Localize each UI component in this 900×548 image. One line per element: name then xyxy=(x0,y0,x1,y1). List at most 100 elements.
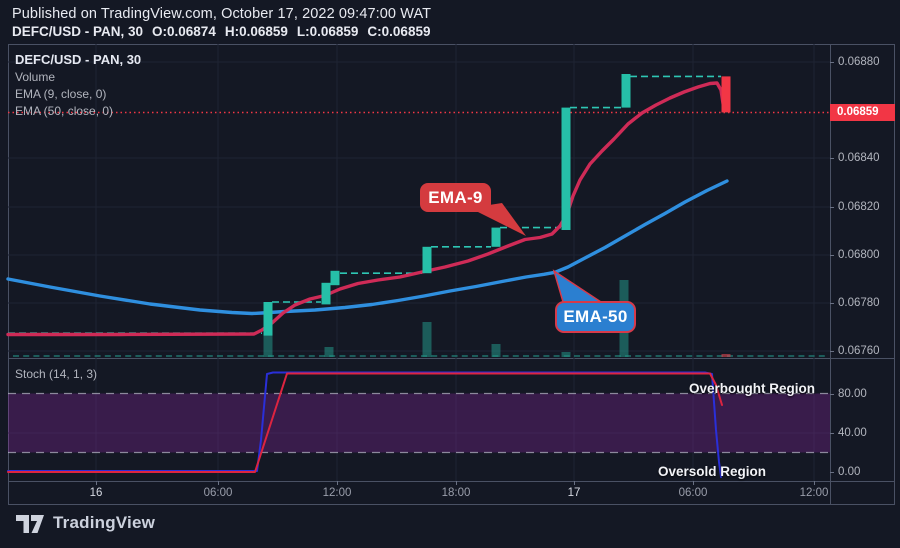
volume-tick xyxy=(186,355,193,357)
candle xyxy=(491,227,501,247)
legend-symbol-title: DEFC/USD - PAN, 30 xyxy=(15,52,142,67)
ohlc-part: O:0.06874 xyxy=(152,24,216,39)
candle xyxy=(321,282,331,305)
volume-tick xyxy=(135,355,142,357)
last-price-label: 0.06859 xyxy=(830,103,895,121)
price-tick-mark xyxy=(830,303,834,304)
volume-tick xyxy=(237,355,244,357)
time-tick-label: 12:00 xyxy=(799,487,829,499)
volume-tick xyxy=(400,355,407,357)
volume-tick xyxy=(502,355,509,357)
volume-tick xyxy=(247,355,254,357)
ema9-line xyxy=(6,81,726,337)
overbought-region-label: Overbought Region xyxy=(689,381,815,396)
volume-tick xyxy=(808,355,815,357)
candle xyxy=(422,246,432,274)
stoch-indicator-label: Stoch (14, 1, 3) xyxy=(15,367,98,381)
volume-tick xyxy=(206,355,213,357)
volume-tick xyxy=(380,355,387,357)
volume-tick xyxy=(533,355,540,357)
ohlc-part: L:0.06859 xyxy=(296,24,359,39)
ohlc-part: C:0.06859 xyxy=(367,24,431,39)
time-tick-label: 17 xyxy=(567,487,581,499)
volume-tick xyxy=(553,355,560,357)
stoch-tick-label: 0.00 xyxy=(838,466,861,478)
price-tick-mark xyxy=(830,62,834,63)
symbol-ohlc-line: DEFC/USD - PAN, 30 O:0.06874 H:0.06859 L:0.… xyxy=(12,24,430,39)
volume-tick xyxy=(104,355,111,357)
volume-tick xyxy=(584,355,591,357)
volume-tick xyxy=(737,355,744,357)
volume-tick xyxy=(665,355,672,357)
volume-tick xyxy=(278,355,285,357)
price-tick-mark xyxy=(830,207,834,208)
legend-ema50: EMA (50, close, 0) xyxy=(15,104,114,118)
stoch-band xyxy=(8,393,830,453)
volume-tick xyxy=(288,355,295,357)
volume-tick xyxy=(74,355,81,357)
chart-border-right xyxy=(894,44,895,505)
volume-tick xyxy=(145,355,152,357)
volume-tick xyxy=(257,355,264,357)
volume-tick xyxy=(43,355,50,357)
volume-tick xyxy=(115,355,121,357)
volume-tick xyxy=(543,355,550,357)
stoch-tick-label: 80.00 xyxy=(838,388,867,400)
volume-tick xyxy=(472,355,478,357)
volume-tick xyxy=(696,355,703,357)
time-tick-mark xyxy=(96,481,97,485)
chart-border-top xyxy=(8,44,895,45)
pane-divider-time-axis xyxy=(8,481,894,482)
volume-tick xyxy=(594,355,601,357)
volume-tick xyxy=(166,355,172,357)
volume-tick xyxy=(298,355,305,357)
chart-border-left xyxy=(8,44,9,505)
volume-tick xyxy=(64,355,70,357)
stoch-tick-label: 40.00 xyxy=(838,427,867,439)
stoch-d-line xyxy=(7,372,723,473)
volume-tick xyxy=(574,355,580,357)
volume-tick xyxy=(512,355,519,357)
price-tick-label: 0.06760 xyxy=(838,345,880,357)
candle xyxy=(621,74,631,108)
stoch-tick-mark xyxy=(830,394,834,395)
volume-bar xyxy=(561,352,571,357)
price-axis-separator[interactable] xyxy=(830,44,831,505)
volume-bar xyxy=(422,322,432,357)
volume-tick xyxy=(655,355,662,357)
volume-tick xyxy=(53,355,60,357)
volume-tick xyxy=(614,355,621,357)
volume-tick xyxy=(370,355,376,357)
volume-tick xyxy=(451,355,458,357)
volume-tick xyxy=(13,355,19,357)
volume-tick xyxy=(604,355,611,357)
volume-bar xyxy=(263,333,273,357)
time-tick-label: 12:00 xyxy=(322,487,352,499)
volume-tick xyxy=(431,355,438,357)
pane-divider-main-stoch[interactable] xyxy=(8,358,894,359)
time-tick-label: 16 xyxy=(89,487,103,499)
volume-tick xyxy=(94,355,101,357)
volume-tick xyxy=(23,355,30,357)
ohlc-values: O:0.06874 H:0.06859 L:0.06859 C:0.06859 xyxy=(143,24,430,39)
volume-tick xyxy=(767,355,774,357)
volume-tick xyxy=(523,355,529,357)
volume-tick xyxy=(176,355,183,357)
volume-tick xyxy=(482,355,489,357)
volume-tick xyxy=(33,355,40,357)
price-tick-label: 0.06820 xyxy=(838,201,880,213)
volume-tick xyxy=(441,355,448,357)
volume-tick xyxy=(339,355,346,357)
tradingview-logo-icon xyxy=(16,515,44,533)
oversold-region-label: Oversold Region xyxy=(657,464,766,479)
chart-border-bottom xyxy=(8,504,895,505)
volume-tick xyxy=(196,355,203,357)
stoch-tick-mark xyxy=(830,433,834,434)
stoch-tick-mark xyxy=(830,472,834,473)
price-tick-mark xyxy=(830,255,834,256)
price-tick-label: 0.06840 xyxy=(838,152,880,164)
price-tick-mark xyxy=(830,158,834,159)
volume-tick xyxy=(125,355,132,357)
